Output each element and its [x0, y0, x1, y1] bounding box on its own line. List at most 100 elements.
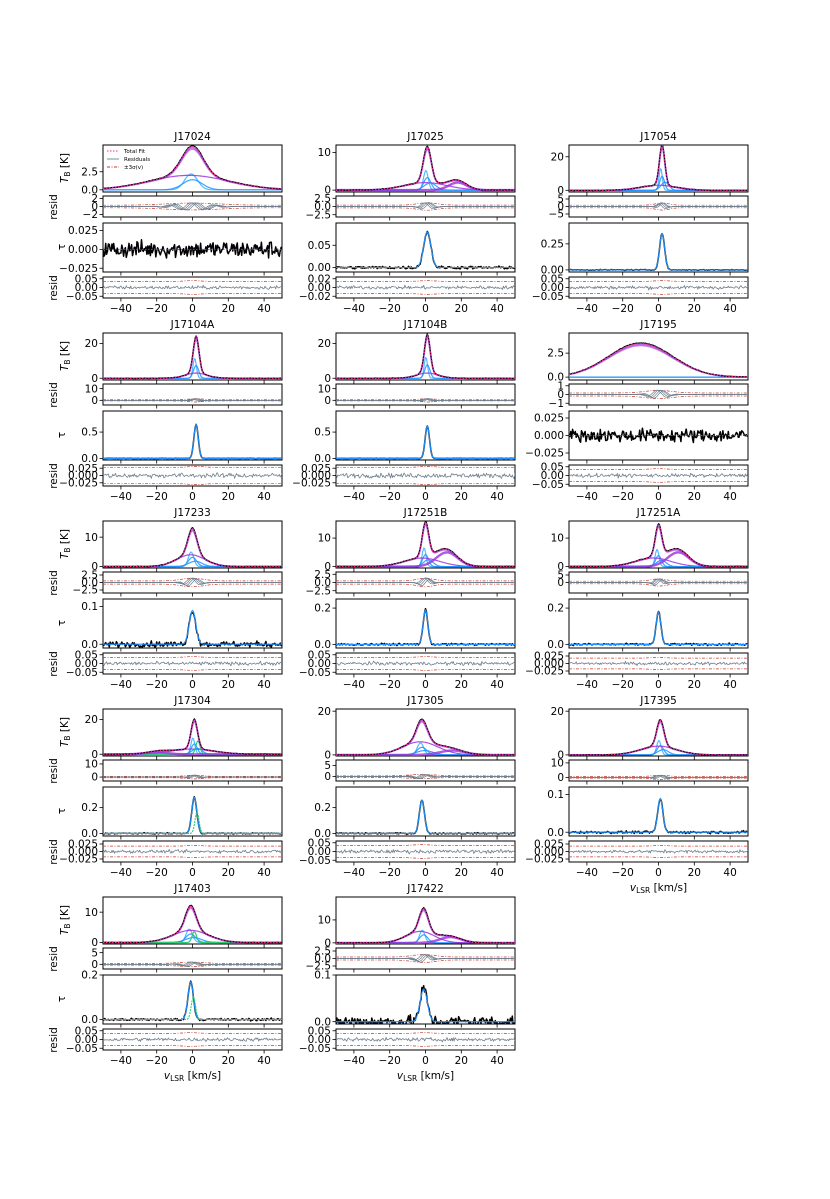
tau-plot [569, 797, 748, 835]
y-tick-label: −0.05 [532, 479, 564, 491]
data-line [103, 611, 282, 648]
residual-line [569, 578, 748, 585]
residual-line [103, 849, 282, 854]
x-tick-label: −40 [343, 303, 365, 315]
residual-line [103, 398, 282, 402]
y-tick-label: 10 [551, 533, 564, 545]
y-tick-label: 0.5 [314, 427, 331, 439]
residual-line [569, 775, 748, 779]
sample-line [336, 146, 515, 191]
subplot-title: J17025 [406, 131, 444, 143]
sigma-upper-line [336, 202, 515, 206]
sample-line [569, 344, 748, 378]
y-tick-label: 0 [91, 373, 98, 385]
sigma-lower-line [103, 856, 282, 858]
y-tick-label: 0.00 [308, 846, 331, 858]
x-tick-label: −40 [343, 1055, 365, 1067]
residual-line [569, 578, 748, 585]
subplot-title: J17233 [173, 507, 211, 519]
y-tick-label: 2.5 [314, 569, 331, 581]
tb_resid-plot [569, 578, 748, 587]
x-tick-label: −20 [379, 679, 401, 691]
y-tick-label: 0 [324, 750, 331, 762]
y-tick-label: 2.5 [547, 348, 564, 360]
y-tick-label: 10 [85, 532, 98, 544]
y-tick-label: 0.025 [534, 651, 564, 663]
x-tick-label: −40 [110, 1055, 132, 1067]
tau-fit-line [336, 609, 515, 645]
sigma-lower-line [336, 293, 515, 295]
x-tick-label: −40 [110, 491, 132, 503]
subplot-J17024: J170240.02.5−202−0.0250.0000.025−0.050.0… [48, 131, 283, 315]
y-axis-label: resid [48, 382, 60, 408]
component-line [569, 557, 748, 568]
tb-frame [568, 708, 749, 757]
y-tick-label: 0 [557, 389, 564, 401]
x-tick-label: −20 [146, 867, 168, 879]
subplot-J17233: J17233010−2.50.02.50.00.1−0.050.000.05−4… [48, 507, 283, 691]
data-line [336, 425, 515, 460]
y-tick-label: 20 [318, 338, 331, 350]
residual-line [336, 284, 515, 290]
tb-plot [336, 906, 515, 944]
legend-label: Total Fit [123, 149, 146, 155]
x-tick-label: 40 [490, 679, 503, 691]
sample-line [569, 343, 748, 378]
y-tick-label: 0.05 [541, 461, 564, 473]
tb-frame [102, 896, 283, 945]
sigma-upper-line [569, 578, 748, 582]
x-tick-label: 0 [655, 867, 662, 879]
x-tick-label: 0 [189, 679, 196, 691]
tau-frame [335, 598, 516, 649]
y-tick-label: 0.0 [314, 577, 331, 589]
sigma-upper-line [569, 202, 748, 206]
x-axis-label: vLSR [km/s] [164, 1070, 221, 1083]
subplot-title: J17104A [170, 319, 215, 331]
tau_resid-plot [103, 466, 282, 485]
x-tick-label: −40 [343, 679, 365, 691]
sigma-upper-line [103, 398, 282, 401]
tb-plot [569, 719, 748, 756]
y-tick-label: 0 [91, 937, 98, 949]
sigma-lower-line [569, 481, 748, 483]
x-tick-label: −40 [576, 303, 598, 315]
y-axis-label: τ [56, 808, 68, 814]
y-tick-label: 0.025 [68, 463, 98, 475]
total-fit-line [103, 527, 282, 567]
y-tick-label: 20 [318, 706, 331, 718]
residual-line [103, 660, 282, 667]
tau-plot [336, 230, 515, 270]
sigma-lower-line [103, 1045, 282, 1047]
subplot-title: J17422 [406, 883, 444, 895]
tau_resid-plot [569, 280, 748, 295]
x-tick-label: 40 [257, 867, 270, 879]
y-tick-label: 0.000 [534, 430, 564, 442]
residual-line [103, 577, 282, 585]
y-tick-label: 0.025 [534, 839, 564, 851]
y-tick-label: 0.5 [81, 427, 98, 439]
tau-frame [335, 786, 516, 837]
y-tick-label: 0.00 [308, 282, 331, 294]
y-axis-label: TB [K] [59, 341, 72, 371]
y-tick-label: 5 [91, 947, 98, 959]
y-tick-label: 10 [318, 147, 331, 159]
y-tick-label: 0.05 [308, 1025, 331, 1037]
y-tick-label: −0.05 [66, 1043, 98, 1055]
y-tick-label: 0.00 [541, 470, 564, 482]
tau_resid-plot [336, 1032, 515, 1047]
residual-line [569, 285, 748, 291]
y-tick-label: 5 [557, 570, 564, 582]
tb_resid-plot [103, 577, 282, 588]
x-tick-label: 40 [257, 1055, 270, 1067]
y-axis-label: TB [K] [59, 717, 72, 747]
y-tick-label: 0.00 [308, 262, 331, 274]
subplot-title: J17403 [173, 883, 211, 895]
y-tick-label: −0.025 [525, 666, 564, 678]
x-tick-label: −20 [379, 303, 401, 315]
sigma-upper-line [103, 845, 282, 847]
sample-line [569, 719, 748, 756]
